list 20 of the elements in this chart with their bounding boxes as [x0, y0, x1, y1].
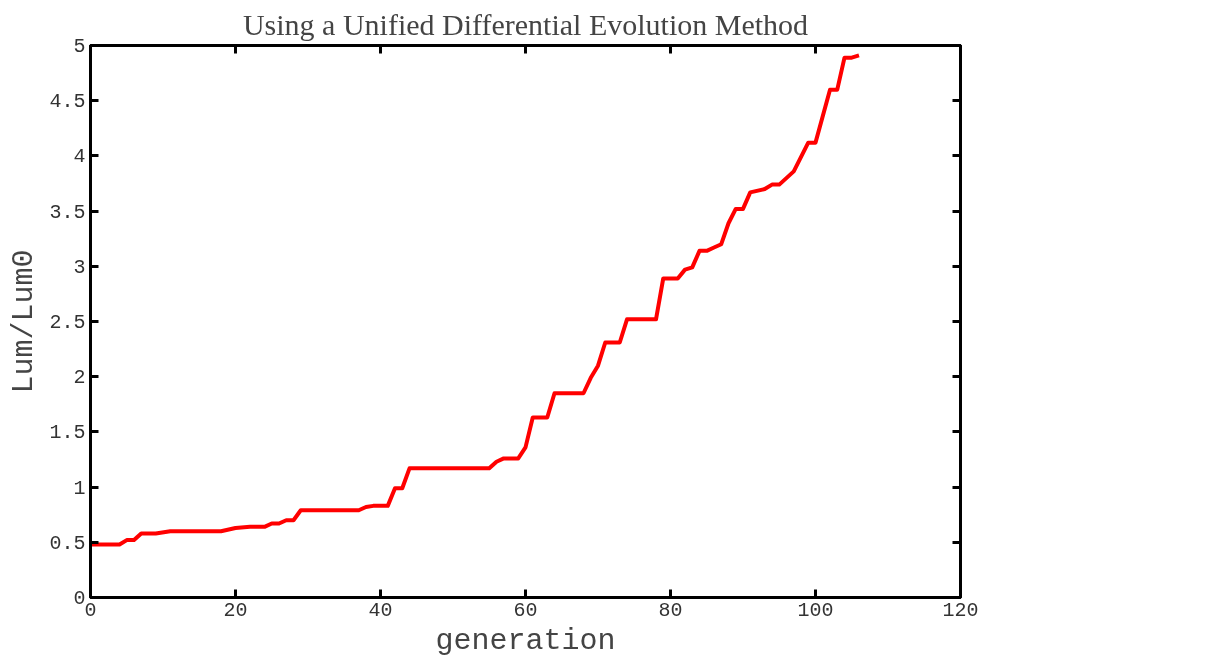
y-axis-title: Lum/Lum0: [7, 249, 42, 394]
x-axis-title: generation: [435, 623, 616, 658]
x-tick-label: 120: [942, 598, 979, 622]
x-tick-label: 60: [513, 598, 538, 622]
y-tick-label: 5: [73, 35, 86, 58]
y-tick-label: 1.5: [49, 421, 86, 445]
y-tick-label: 3: [73, 255, 86, 279]
y-tick-label: 4.5: [49, 90, 86, 114]
y-tick-label: 4: [73, 145, 86, 169]
y-tick-label: 1: [73, 476, 86, 500]
line-series: [90, 53, 861, 547]
x-tick-label: 80: [658, 598, 683, 622]
x-tick-label: 40: [368, 598, 393, 622]
y-tick-label: 2: [73, 366, 86, 390]
y-tick-label: 2.5: [49, 311, 86, 334]
y-tick-label: 3.5: [49, 200, 86, 224]
x-tick-label: 100: [797, 598, 834, 622]
x-tick-label: 20: [223, 598, 248, 622]
y-tick-label: 0.5: [49, 531, 86, 555]
chart-title: Using a Unified Differential Evolution Method: [242, 7, 809, 41]
